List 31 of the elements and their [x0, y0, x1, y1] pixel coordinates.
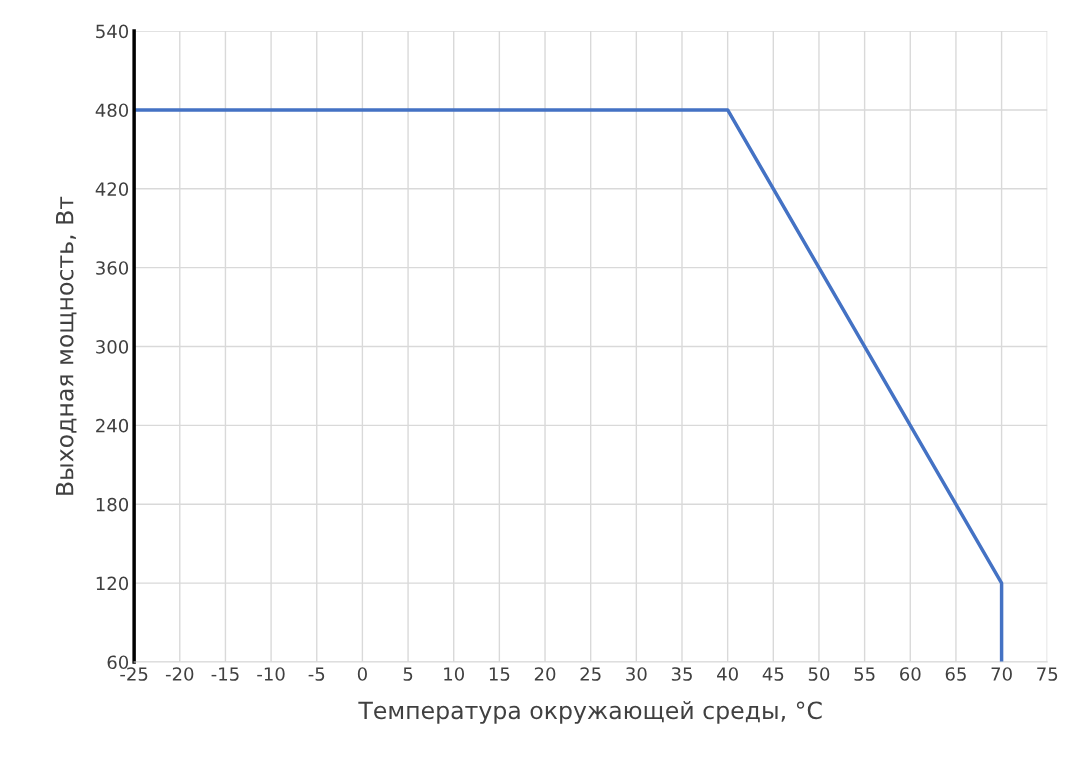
- x-tick-label: 50: [808, 667, 830, 681]
- x-tick-label: 70: [991, 667, 1012, 681]
- x-tick-label: 25: [580, 667, 601, 681]
- x-tick-label: -25: [120, 667, 148, 681]
- x-tick-label: -20: [165, 667, 194, 681]
- x-tick-label: 45: [762, 667, 784, 681]
- x-axis-title: Температура окружающей среды, °C: [358, 701, 822, 724]
- y-tick-label: 420: [95, 182, 129, 196]
- y-tick-label: 540: [96, 24, 129, 39]
- y-tick-label: 240: [96, 418, 129, 433]
- x-tick-label: 40: [717, 667, 738, 681]
- x-tick-label: 65: [945, 667, 966, 681]
- x-tick-label: 20: [534, 667, 556, 681]
- x-tick-label: 5: [403, 667, 413, 681]
- x-tick-label: -15: [211, 667, 239, 681]
- x-tick-label: 30: [626, 667, 647, 681]
- y-tick-label: 300: [96, 340, 129, 354]
- x-tick-label: -5: [308, 667, 325, 681]
- y-axis-title: Выходная мощность, Вт: [56, 196, 77, 495]
- y-tick-label: 480: [95, 103, 129, 118]
- x-tick-label: 55: [854, 667, 875, 681]
- x-tick-label: 60: [900, 667, 921, 681]
- y-tick-label: 120: [96, 576, 129, 591]
- y-tick-label: 180: [96, 497, 129, 512]
- x-tick-label: 15: [489, 667, 510, 681]
- x-tick-label: 10: [444, 667, 465, 681]
- x-tick-label: 0: [357, 667, 367, 681]
- x-tick-label: -10: [257, 667, 285, 681]
- x-tick-label: 35: [671, 667, 692, 681]
- y-tick-label: 360: [96, 261, 129, 275]
- x-tick-label: 75: [1037, 667, 1058, 681]
